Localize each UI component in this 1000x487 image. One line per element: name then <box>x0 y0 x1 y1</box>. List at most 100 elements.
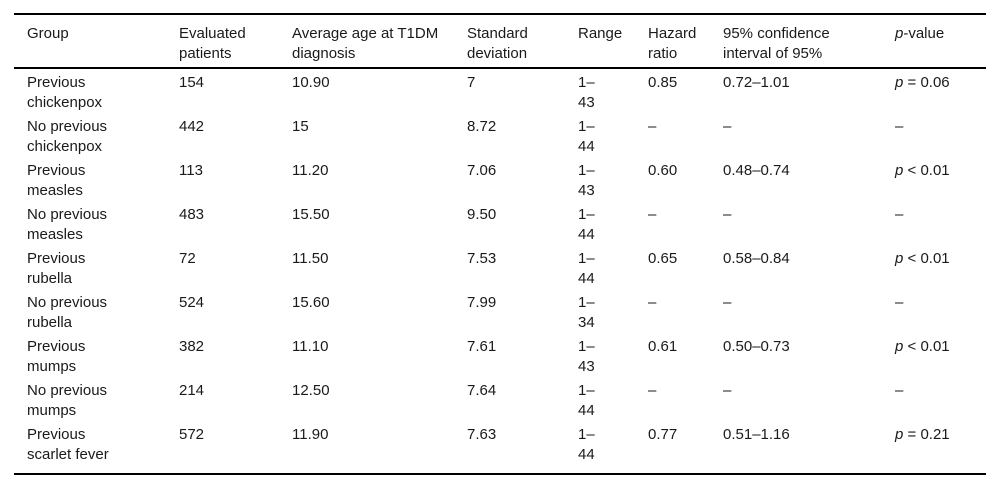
cell-confidence-interval: – <box>723 294 732 311</box>
cell-range: 1– 34 <box>578 289 648 333</box>
cell-p-value: p = 0.21 <box>895 421 986 474</box>
cell-group: No previous measles <box>14 201 179 245</box>
col-header-group: Group <box>14 14 179 69</box>
cell-group: Previous measles <box>14 157 179 201</box>
group-line: rubella <box>27 314 73 331</box>
cell-average-age: 11.50 <box>292 250 329 267</box>
cell-confidence-interval: 0.51–1.16 <box>723 426 790 443</box>
p-value-rest: – <box>895 118 904 135</box>
cell-p-value: p = 0.06 <box>895 68 986 113</box>
cell-standard-deviation: 7.06 <box>467 162 497 179</box>
header-line: Group <box>27 25 69 42</box>
cell-confidence-interval: – <box>723 206 732 223</box>
page: Group Evaluated patients Average age at … <box>0 13 1000 487</box>
cell-p-value: – <box>895 289 986 333</box>
group-line: No previous <box>27 118 108 135</box>
range-line: 44 <box>578 446 595 463</box>
table-row: No previous mumps 214 12.50 7.64 1– 44 –… <box>14 377 986 421</box>
col-header-average-age: Average age at T1DM diagnosis <box>292 14 467 69</box>
cell-standard-deviation: 7.63 <box>467 426 497 443</box>
cell-confidence-interval: 0.50–0.73 <box>723 338 790 355</box>
col-header-confidence-interval: 95% confidence interval of 95% <box>723 14 895 69</box>
cell-group: No previous chickenpox <box>14 113 179 157</box>
header-line: deviation <box>467 45 528 62</box>
cell-average-age: 15.60 <box>292 294 330 311</box>
col-header-range: Range <box>578 14 648 69</box>
range-line: 1– <box>578 382 595 399</box>
range-line: 1– <box>578 162 595 179</box>
range-line: 44 <box>578 226 595 243</box>
cell-range: 1– 44 <box>578 421 648 474</box>
p-value-rest: – <box>895 294 904 311</box>
p-value-rest: – <box>895 206 904 223</box>
range-line: 1– <box>578 206 595 223</box>
cell-evaluated-patients: 483 <box>179 206 205 223</box>
cell-range: 1– 44 <box>578 377 648 421</box>
p-value-italic: p <box>895 162 904 179</box>
range-line: 44 <box>578 270 595 287</box>
group-line: chickenpox <box>27 138 103 155</box>
cell-group: Previous chickenpox <box>14 68 179 113</box>
header-line: diagnosis <box>292 45 356 62</box>
col-header-standard-deviation: Standard deviation <box>467 14 578 69</box>
header-line: ratio <box>648 45 678 62</box>
range-line: 44 <box>578 138 595 155</box>
group-line: No previous <box>27 294 108 311</box>
range-line: 43 <box>578 182 595 199</box>
cell-range: 1– 43 <box>578 157 648 201</box>
range-line: 43 <box>578 358 595 375</box>
cell-confidence-interval: 0.58–0.84 <box>723 250 790 267</box>
header-line: patients <box>179 45 232 62</box>
p-value-rest: – <box>895 382 904 399</box>
cell-standard-deviation: 7.61 <box>467 338 497 355</box>
cell-average-age: 15.50 <box>292 206 330 223</box>
range-line: 1– <box>578 338 595 355</box>
cell-hazard-ratio: 0.85 <box>648 74 678 91</box>
cell-p-value: p < 0.01 <box>895 157 986 201</box>
cell-average-age: 15 <box>292 118 309 135</box>
range-line: 44 <box>578 402 595 419</box>
cell-average-age: 11.10 <box>292 338 329 355</box>
cell-evaluated-patients: 524 <box>179 294 205 311</box>
table-row: Previous mumps 382 11.10 7.61 1– 43 0.61… <box>14 333 986 377</box>
range-line: 1– <box>578 250 595 267</box>
cell-standard-deviation: 9.50 <box>467 206 497 223</box>
header-line: Average age at T1DM <box>292 25 439 42</box>
cell-standard-deviation: 7 <box>467 74 476 91</box>
cell-group: Previous scarlet fever <box>14 421 179 474</box>
table-row: Previous scarlet fever 572 11.90 7.63 1–… <box>14 421 986 474</box>
table-row: No previous rubella 524 15.60 7.99 1– 34… <box>14 289 986 333</box>
cell-hazard-ratio: – <box>648 118 657 135</box>
cell-group: No previous mumps <box>14 377 179 421</box>
header-line: Evaluated <box>179 25 246 42</box>
header-row: Group Evaluated patients Average age at … <box>14 14 986 69</box>
col-header-evaluated-patients: Evaluated patients <box>179 14 292 69</box>
cell-hazard-ratio: – <box>648 382 657 399</box>
cell-average-age: 11.20 <box>292 162 329 179</box>
col-header-p-value: p-value <box>895 14 986 69</box>
group-line: rubella <box>27 270 73 287</box>
cell-confidence-interval: – <box>723 382 732 399</box>
cell-range: 1– 43 <box>578 68 648 113</box>
cell-hazard-ratio: 0.77 <box>648 426 678 443</box>
cell-standard-deviation: 8.72 <box>467 118 497 135</box>
table-body: Previous chickenpox 154 10.90 7 1– 43 0.… <box>14 68 986 474</box>
range-line: 43 <box>578 94 595 111</box>
p-value-rest: < 0.01 <box>903 250 950 267</box>
cell-hazard-ratio: – <box>648 206 657 223</box>
range-line: 34 <box>578 314 595 331</box>
cell-p-value: – <box>895 201 986 245</box>
cell-range: 1– 44 <box>578 201 648 245</box>
cell-evaluated-patients: 214 <box>179 382 205 399</box>
cell-hazard-ratio: 0.65 <box>648 250 678 267</box>
range-line: 1– <box>578 118 595 135</box>
cell-confidence-interval: 0.48–0.74 <box>723 162 790 179</box>
cell-confidence-interval: – <box>723 118 732 135</box>
cell-hazard-ratio: 0.60 <box>648 162 678 179</box>
cell-p-value: – <box>895 113 986 157</box>
p-value-rest: = 0.21 <box>903 426 950 443</box>
p-value-italic: p <box>895 250 904 267</box>
range-line: 1– <box>578 426 595 443</box>
cell-average-age: 10.90 <box>292 74 330 91</box>
group-line: Previous <box>27 74 86 91</box>
